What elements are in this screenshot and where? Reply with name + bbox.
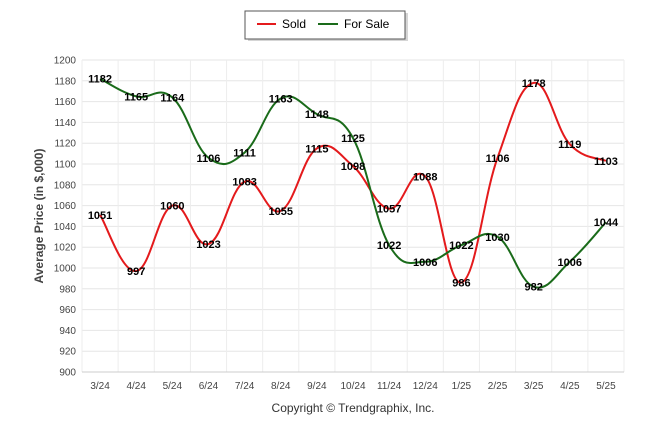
- data-label-sold: 1023: [196, 239, 220, 251]
- data-label-sold: 1098: [341, 161, 365, 173]
- x-tick-label: 10/24: [340, 381, 365, 392]
- data-label-for-sale: 1111: [233, 148, 256, 160]
- y-tick-label: 1020: [54, 243, 77, 254]
- y-tick-label: 1160: [54, 97, 76, 108]
- data-label-sold: 1060: [160, 201, 184, 213]
- y-tick-label: 1120: [54, 139, 76, 150]
- data-label-for-sale: 1164: [160, 92, 185, 104]
- data-label-sold: 1119: [558, 139, 581, 151]
- x-tick-label: 8/24: [271, 381, 291, 392]
- x-tick-label: 6/24: [199, 381, 219, 392]
- y-tick-label: 1200: [54, 56, 77, 67]
- data-label-for-sale: 1022: [449, 240, 473, 252]
- y-tick-label: 980: [59, 284, 76, 295]
- data-label-for-sale: 1030: [485, 232, 509, 244]
- data-label-for-sale: 1006: [558, 257, 582, 269]
- x-tick-label: 3/25: [524, 381, 544, 392]
- x-tick-label: 1/25: [452, 381, 472, 392]
- y-tick-label: 1180: [54, 76, 76, 87]
- data-label-sold: 1115: [305, 143, 328, 155]
- x-axis-ticks: 3/24 4/24 5/24 6/24 7/24 8/24 9/24 10/24 11/24 12…: [90, 381, 616, 392]
- data-label-for-sale: 1182: [88, 74, 112, 86]
- data-label-for-sale: 1022: [377, 240, 401, 252]
- data-labels: 1051 997 1060 1023 1083 1055 1115 1098 1057 1088 9…: [88, 74, 619, 294]
- data-label-sold: 1088: [413, 171, 437, 183]
- y-tick-label: 1060: [54, 201, 77, 212]
- legend-label-sold: Sold: [282, 17, 306, 31]
- data-label-for-sale: 1044: [594, 217, 619, 229]
- data-label-for-sale: 982: [524, 282, 542, 294]
- data-label-sold: 1057: [377, 204, 401, 216]
- legend: Sold For Sale: [244, 10, 408, 41]
- x-tick-label: 5/24: [163, 381, 183, 392]
- data-label-sold: 1178: [522, 78, 546, 90]
- y-tick-label: 1140: [54, 118, 76, 129]
- y-tick-label: 1040: [54, 222, 77, 233]
- data-label-for-sale: 1125: [341, 133, 365, 145]
- data-label-sold: 986: [452, 278, 470, 290]
- y-tick-label: 1000: [54, 264, 77, 275]
- x-tick-label: 4/24: [126, 381, 146, 392]
- x-tick-label: 2/25: [488, 381, 508, 392]
- x-tick-label: 11/24: [377, 381, 402, 392]
- y-tick-label: 1100: [54, 160, 76, 171]
- x-tick-label: 12/24: [413, 381, 438, 392]
- legend-label-for-sale: For Sale: [344, 17, 390, 31]
- data-label-sold: 1103: [594, 156, 618, 168]
- data-label-for-sale: 1106: [197, 153, 221, 165]
- y-tick-label: 900: [59, 368, 76, 379]
- data-label-sold: 1055: [268, 206, 292, 218]
- data-label-sold: 1106: [486, 153, 510, 165]
- data-label-sold: 1051: [88, 210, 112, 222]
- y-tick-label: 920: [59, 347, 76, 358]
- y-tick-label: 940: [59, 326, 76, 337]
- data-label-sold: 1083: [232, 177, 256, 189]
- data-label-for-sale: 1006: [413, 257, 437, 269]
- y-tick-label: 1080: [54, 180, 77, 191]
- data-label-for-sale: 1148: [305, 109, 329, 121]
- series-line-for-sale: [99, 77, 607, 289]
- series-line-sold: [99, 81, 607, 284]
- x-tick-label: 9/24: [307, 381, 327, 392]
- y-axis-title: Average Price (in $,000): [32, 149, 46, 284]
- data-label-sold: 997: [127, 266, 145, 278]
- series-lines: [99, 77, 607, 289]
- x-tick-label: 7/24: [235, 381, 255, 392]
- x-tick-label: 3/24: [90, 381, 110, 392]
- data-label-for-sale: 1165: [124, 91, 148, 103]
- x-tick-label: 4/25: [560, 381, 580, 392]
- y-axis-ticks: 900 920 940 960 980 1000 1020 1040 1060 1080 1100 1…: [54, 56, 77, 379]
- data-label-for-sale: 1163: [269, 93, 293, 105]
- copyright-footer: Copyright © Trendgraphix, Inc.: [272, 401, 435, 415]
- x-tick-label: 5/25: [596, 381, 616, 392]
- y-tick-label: 960: [59, 305, 76, 316]
